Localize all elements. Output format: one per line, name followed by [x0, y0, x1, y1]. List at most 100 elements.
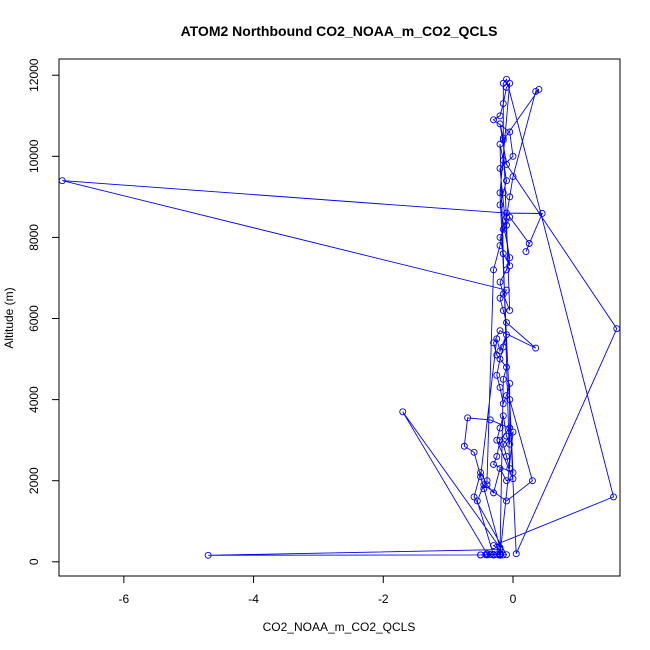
- data-point: [499, 250, 507, 258]
- data-point: [399, 408, 407, 416]
- data-point: [496, 424, 504, 432]
- data-point: [493, 452, 501, 460]
- data-point: [499, 290, 507, 298]
- data-point: [486, 416, 494, 424]
- x-tick-label: -6: [119, 592, 130, 606]
- data-point: [496, 112, 504, 120]
- data-point: [493, 551, 501, 559]
- data-point: [610, 493, 617, 501]
- data-point: [499, 375, 507, 383]
- data-point: [499, 134, 507, 142]
- data-point: [486, 551, 494, 558]
- data-point: [506, 193, 514, 201]
- data-point: [496, 551, 504, 559]
- data-point: [506, 379, 514, 387]
- data-point: [490, 542, 497, 550]
- y-tick-label: 4000: [27, 386, 41, 413]
- x-tick-label: -2: [378, 592, 389, 606]
- data-point: [490, 489, 497, 497]
- data-point: [512, 550, 520, 558]
- data-point: [503, 177, 510, 185]
- data-point: [496, 242, 504, 249]
- data-point: [490, 551, 497, 558]
- data-point: [506, 440, 514, 448]
- data-point: [522, 248, 530, 256]
- data-point: [503, 432, 510, 440]
- data-point: [509, 173, 517, 181]
- x-tick-label: 0: [510, 592, 517, 606]
- y-axis-title: Altitude (m): [2, 287, 16, 348]
- data-point: [499, 400, 507, 408]
- data-point: [490, 266, 497, 274]
- y-tick-label: 8000: [27, 224, 41, 251]
- data-point: [477, 473, 485, 481]
- data-point: [499, 156, 507, 164]
- data-point: [496, 327, 504, 335]
- data-point: [506, 465, 514, 472]
- data-point: [503, 452, 510, 460]
- data-point: [490, 461, 497, 468]
- y-axis: 0 2000 4000 6000 8000 10000 12000: [27, 58, 60, 565]
- y-tick-label: 2000: [27, 467, 41, 494]
- data-point: [503, 331, 510, 339]
- data-point: [493, 351, 501, 359]
- data-point: [613, 325, 621, 333]
- data-point: [483, 550, 491, 558]
- data-point: [503, 319, 510, 327]
- x-axis: -6 -4 -2 0: [119, 575, 517, 606]
- data-point: [496, 140, 504, 148]
- data-point: [499, 551, 507, 559]
- x-axis-title: CO2_NOAA_m_CO2_QCLS: [263, 620, 416, 634]
- data-point: [538, 210, 546, 217]
- y-tick-label: 12000: [27, 58, 41, 92]
- data-point: [460, 442, 468, 450]
- data-point: [480, 485, 488, 493]
- data-point: [532, 344, 540, 352]
- data-point: [496, 233, 504, 241]
- data-point: [509, 428, 517, 436]
- data-point: [480, 481, 488, 489]
- data-point: [525, 240, 533, 247]
- data-point: [503, 477, 510, 485]
- series-layer: [58, 75, 621, 559]
- data-point: [493, 371, 501, 379]
- y-tick-label: 6000: [27, 305, 41, 332]
- y-tick-label: 0: [27, 558, 41, 565]
- data-point: [499, 440, 507, 448]
- data-point: [204, 551, 212, 559]
- data-point: [528, 477, 536, 485]
- data-point: [490, 339, 497, 347]
- data-point: [499, 306, 507, 314]
- data-point: [499, 412, 507, 420]
- data-point: [506, 213, 514, 221]
- data-point: [503, 363, 510, 371]
- data-point: [503, 213, 510, 221]
- data-point: [509, 152, 517, 160]
- data-point: [496, 383, 504, 391]
- chart-title: ATOM2 Northbound CO2_NOAA_m_CO2_QCLS: [181, 23, 498, 39]
- data-point: [499, 189, 507, 197]
- data-point: [503, 497, 510, 505]
- data-point: [496, 120, 504, 128]
- data-point: [509, 475, 517, 483]
- data-point: [496, 189, 504, 197]
- data-point: [506, 79, 514, 87]
- data-point: [496, 165, 504, 172]
- data-point: [490, 116, 497, 124]
- data-point: [464, 414, 472, 422]
- data-point: [535, 85, 543, 93]
- data-point: [58, 177, 66, 185]
- data-point: [496, 544, 504, 552]
- data-point: [470, 448, 478, 456]
- data-point: [506, 306, 514, 314]
- data-point: [506, 396, 514, 404]
- data-point: [496, 278, 504, 286]
- data-point: [496, 201, 504, 209]
- x-tick-label: -4: [248, 592, 259, 606]
- data-point: [477, 551, 485, 559]
- data-point: [477, 469, 485, 477]
- data-point: [503, 221, 510, 229]
- data-point: [503, 266, 510, 274]
